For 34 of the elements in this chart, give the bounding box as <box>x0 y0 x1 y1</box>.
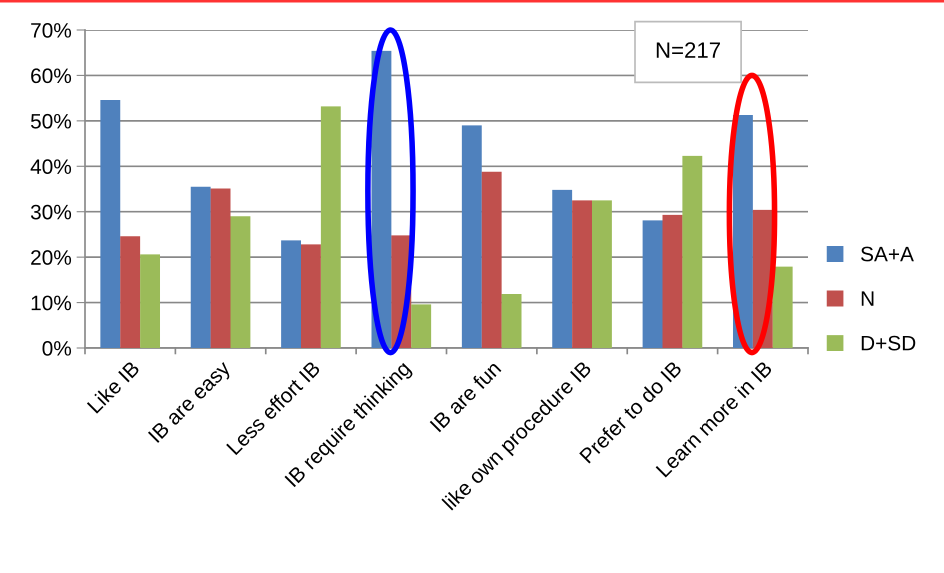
bar <box>281 240 301 348</box>
y-tick-label: 10% <box>32 296 72 310</box>
y-tick-label: 20% <box>31 250 72 265</box>
legend-label: D+SD <box>862 336 916 350</box>
bar <box>120 236 140 348</box>
bar <box>592 200 612 348</box>
bar <box>682 156 702 348</box>
bar <box>411 304 432 348</box>
bar <box>462 125 482 348</box>
bar <box>300 244 321 348</box>
y-tick-label: 70% <box>31 23 72 38</box>
bar <box>230 216 250 348</box>
x-tick-label: IB are fun <box>429 360 502 432</box>
bar <box>482 172 502 348</box>
y-tick-label: 0% <box>42 341 72 356</box>
x-tick-label: Like IB <box>86 360 140 414</box>
annotation: N=217 <box>656 42 720 58</box>
y-tick-label: 30% <box>30 204 72 220</box>
bar <box>642 220 662 348</box>
y-tick-label: 50% <box>30 114 72 129</box>
legend-label: N <box>862 291 874 306</box>
bar <box>210 188 231 348</box>
bar <box>772 266 793 348</box>
legend-label: SA+A <box>861 246 914 262</box>
bar <box>190 186 211 348</box>
y-tick-label: 60% <box>31 68 72 84</box>
bar <box>572 200 592 348</box>
bar <box>552 190 572 348</box>
bar <box>320 106 341 348</box>
bar <box>100 100 120 348</box>
bar <box>502 294 522 348</box>
bar <box>662 214 682 348</box>
y-tick-label: 40% <box>30 159 72 174</box>
bar <box>140 254 160 348</box>
